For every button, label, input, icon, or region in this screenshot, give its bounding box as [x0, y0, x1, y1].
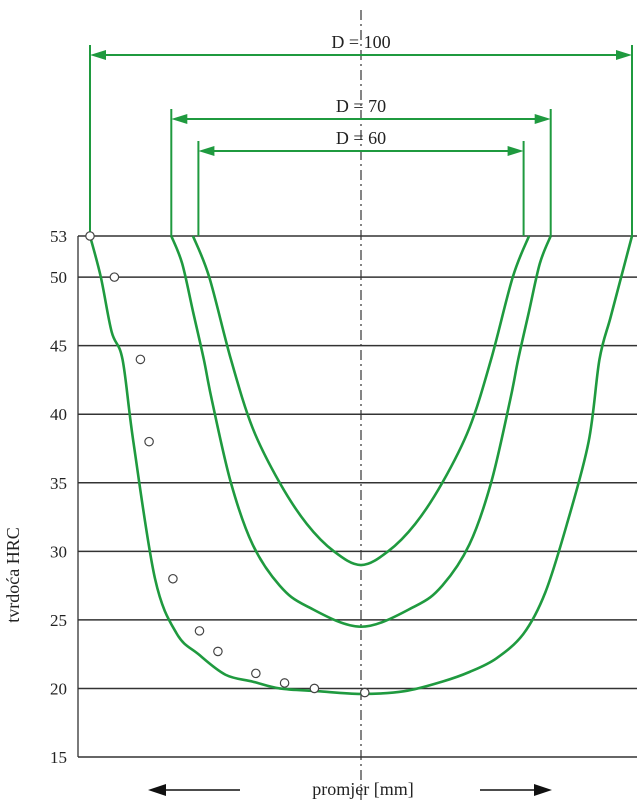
measurement-point	[251, 668, 261, 679]
dimension-label: D = 100	[331, 32, 390, 52]
grid-lines	[77, 235, 637, 758]
y-tick-label: 40	[50, 405, 67, 424]
x-axis-label: promjer [mm]	[312, 779, 413, 799]
y-tick-labels: 53 50 45 40 35 30 25 20 15	[50, 227, 67, 767]
y-tick-label: 35	[50, 474, 67, 493]
y-tick-label: 15	[50, 748, 67, 767]
measurement-point	[135, 354, 146, 365]
dimension-arrowhead	[171, 114, 188, 124]
dimension-arrowhead	[507, 146, 524, 156]
dimension-arrowhead	[534, 114, 551, 124]
dimension-arrowhead	[198, 146, 215, 156]
measurement-point	[109, 272, 120, 282]
right-arrow	[480, 784, 552, 796]
measurement-point	[213, 646, 223, 657]
y-tick-label: 25	[50, 611, 67, 630]
hardness-curve-d60	[191, 235, 531, 567]
left-arrow	[148, 784, 240, 796]
y-tick-label: 20	[50, 679, 67, 698]
dimension-label: D = 70	[336, 96, 386, 116]
measurement-point	[144, 436, 154, 447]
measurement-points	[85, 231, 370, 698]
hardness-curve-d70	[170, 235, 552, 629]
y-axis-label: tvrdoća HRC	[3, 527, 23, 622]
measurement-point	[309, 683, 320, 694]
measurement-point	[359, 687, 370, 698]
dimension-label: D = 60	[336, 128, 386, 148]
y-tick-label: 45	[50, 337, 67, 356]
measurement-point	[168, 573, 178, 584]
measurement-point	[85, 231, 95, 241]
y-tick-label: 30	[50, 542, 67, 561]
dimension-arrowhead	[90, 50, 106, 60]
measurement-point	[279, 678, 290, 688]
y-tick-label: 50	[50, 268, 67, 287]
dimension-lines: D = 100 D = 70 D = 60	[89, 32, 633, 236]
y-tick-label: 53	[50, 227, 67, 246]
measurement-point	[194, 626, 205, 636]
dimension-arrowhead	[616, 50, 632, 60]
